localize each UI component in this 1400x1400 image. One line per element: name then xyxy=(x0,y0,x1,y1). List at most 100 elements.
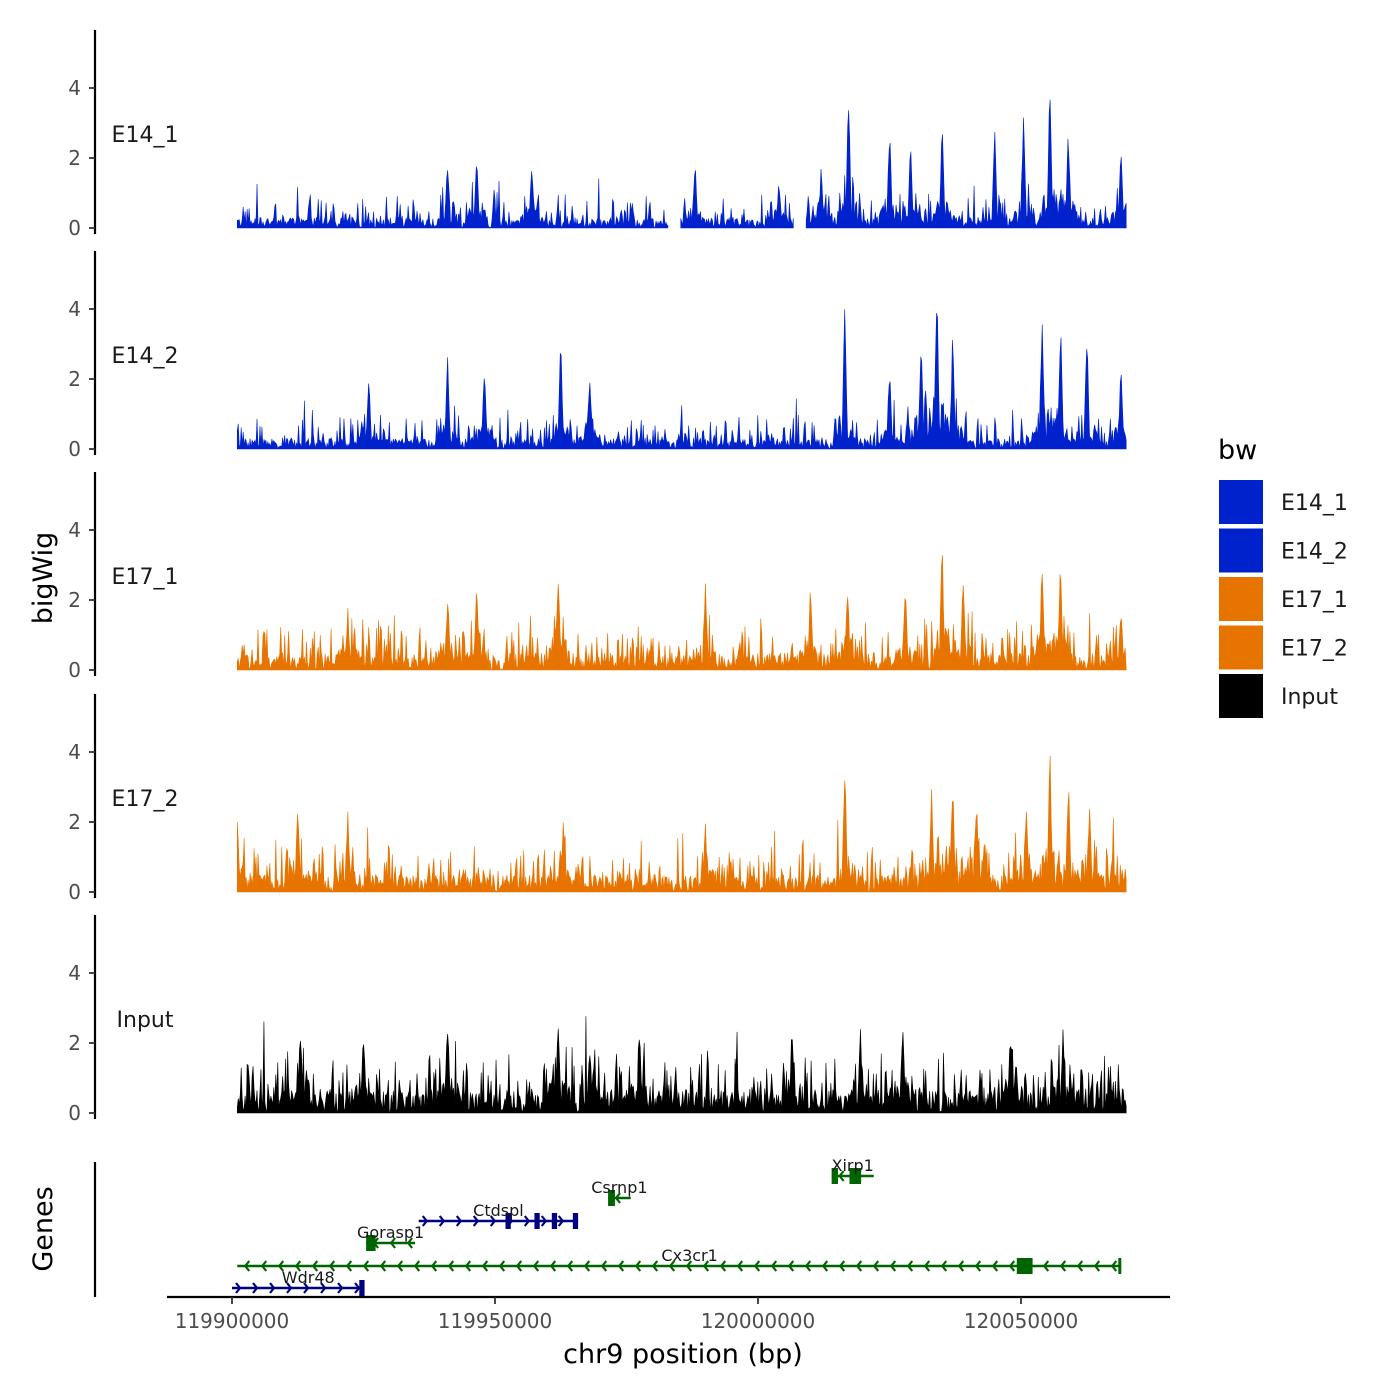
strand-arrow xyxy=(838,1170,845,1182)
strand-arrow xyxy=(540,1215,548,1227)
y-tick-label: 2 xyxy=(68,588,81,612)
strand-arrow xyxy=(940,1260,948,1272)
gene-csrnp1: Csrnp1 xyxy=(591,1178,648,1206)
strand-arrow xyxy=(328,1260,336,1272)
strand-arrow xyxy=(481,1260,489,1272)
track-label: Input xyxy=(117,1008,174,1033)
strand-arrow xyxy=(600,1260,608,1272)
strand-arrow xyxy=(557,1215,565,1227)
strand-arrow xyxy=(872,1260,880,1272)
x-tick-label: 120000000 xyxy=(701,1309,816,1333)
gene-cx3cr1: Cx3cr1 xyxy=(237,1246,1122,1274)
gene-track: Xirp1 Csrnp1 Ctdspl Gorasp1 Cx3cr1 Wdr48 xyxy=(93,1156,1122,1297)
strand-arrow xyxy=(617,1260,625,1272)
signal-area-e14-1 xyxy=(236,99,1127,230)
strand-arrow xyxy=(991,1260,999,1272)
y-tick-label: 2 xyxy=(68,1031,81,1055)
track-label: E14_1 xyxy=(112,123,179,148)
strand-arrow xyxy=(235,1282,242,1294)
exon xyxy=(1118,1258,1122,1274)
strand-arrow xyxy=(294,1260,302,1272)
gene-label: Xirp1 xyxy=(832,1156,874,1175)
exon xyxy=(366,1235,376,1251)
strand-arrow xyxy=(634,1260,642,1272)
y-tick-label: 0 xyxy=(68,658,81,682)
y-tick-label: 4 xyxy=(68,740,81,764)
exon xyxy=(608,1190,615,1206)
track-e14-1: 0 2 4 E14_1 xyxy=(68,30,1127,240)
strand-arrow xyxy=(430,1260,438,1272)
signal-area-e14-2 xyxy=(236,309,1127,450)
strand-arrow xyxy=(838,1260,846,1272)
strand-arrow xyxy=(455,1215,463,1227)
strand-arrow xyxy=(438,1215,446,1227)
y-tick-label: 2 xyxy=(68,367,81,391)
y-tick-label: 4 xyxy=(68,961,81,985)
strand-arrow xyxy=(787,1260,795,1272)
strand-arrow xyxy=(1008,1260,1016,1272)
gene-label: Gorasp1 xyxy=(357,1223,424,1242)
strand-arrow xyxy=(614,1192,621,1204)
gene-xirp1: Xirp1 xyxy=(832,1156,874,1184)
strand-arrow xyxy=(957,1260,965,1272)
gene-label: Cx3cr1 xyxy=(661,1246,717,1265)
strand-arrow xyxy=(515,1260,523,1272)
strand-arrow xyxy=(736,1260,744,1272)
strand-arrow xyxy=(923,1260,931,1272)
track-e17-1: 0 2 4 E17_1 xyxy=(68,472,1127,682)
legend-label: E14_2 xyxy=(1281,540,1348,565)
exon xyxy=(551,1213,558,1229)
signal-tracks: 0 2 4 E14_1 0 2 4 E14_2 0 2 4 E17_1 0 2 4 E17_2 0 2 4 Input xyxy=(68,30,1127,1125)
exon xyxy=(1016,1258,1033,1274)
strand-arrow xyxy=(406,1237,413,1249)
strand-arrow xyxy=(243,1260,251,1272)
legend-label: Input xyxy=(1281,685,1338,710)
x-axis: 119900000 119950000 120000000 120050000 xyxy=(167,1295,1170,1333)
strand-arrow xyxy=(354,1282,361,1294)
strand-arrow xyxy=(566,1260,574,1272)
strand-arrow xyxy=(1110,1260,1118,1272)
strand-arrow xyxy=(277,1260,285,1272)
strand-arrow xyxy=(472,1215,480,1227)
strand-arrow xyxy=(421,1215,429,1227)
exon xyxy=(831,1168,838,1184)
strand-arrow xyxy=(702,1260,710,1272)
y-tick-label: 4 xyxy=(68,297,81,321)
strand-arrow xyxy=(311,1260,319,1272)
y-tick-label: 0 xyxy=(68,437,81,461)
y-tick-label: 4 xyxy=(68,518,81,542)
strand-arrow xyxy=(685,1260,693,1272)
strand-arrow xyxy=(719,1260,727,1272)
strand-arrow xyxy=(345,1260,353,1272)
strand-arrow xyxy=(269,1282,276,1294)
legend-key-input xyxy=(1219,674,1263,718)
strand-arrow xyxy=(498,1260,506,1272)
strand-arrow xyxy=(337,1282,344,1294)
strand-arrow xyxy=(286,1282,293,1294)
y-tick-label: 0 xyxy=(68,216,81,240)
strand-arrow xyxy=(320,1282,327,1294)
strand-arrow xyxy=(396,1260,404,1272)
exon xyxy=(534,1213,540,1229)
strand-arrow xyxy=(489,1215,497,1227)
strand-arrow xyxy=(651,1260,659,1272)
legend-title: bw xyxy=(1218,435,1257,466)
legend-label: E17_2 xyxy=(1281,637,1348,662)
y-tick-label: 2 xyxy=(68,810,81,834)
strand-arrow xyxy=(906,1260,914,1272)
strand-arrow xyxy=(974,1260,982,1272)
gene-label: Wdr48 xyxy=(282,1268,335,1287)
strand-arrow xyxy=(753,1260,761,1272)
track-e14-2: 0 2 4 E14_2 xyxy=(68,251,1127,461)
strand-arrow xyxy=(523,1215,531,1227)
strand-arrow xyxy=(1076,1260,1084,1272)
legend-key-e17-1 xyxy=(1219,577,1263,621)
legend-key-e14-1 xyxy=(1219,480,1263,524)
exon xyxy=(505,1213,511,1229)
y-axis-title: bigWig xyxy=(28,532,59,625)
track-label: E17_2 xyxy=(112,787,179,812)
strand-arrow xyxy=(1042,1260,1050,1272)
strand-arrow xyxy=(532,1260,540,1272)
